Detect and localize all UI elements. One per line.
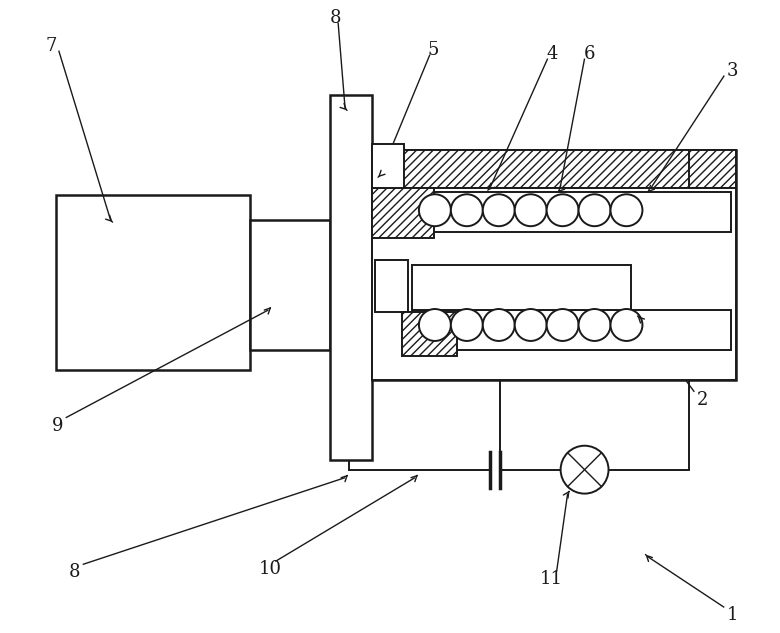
Text: 9: 9	[52, 417, 63, 435]
Text: 4: 4	[547, 44, 558, 63]
Text: 3: 3	[726, 61, 738, 80]
Text: 8: 8	[329, 9, 341, 27]
Circle shape	[483, 194, 515, 226]
Text: 5: 5	[427, 41, 438, 59]
Circle shape	[579, 309, 611, 341]
Circle shape	[547, 309, 579, 341]
Bar	[55, 195, 250, 370]
Text: 8: 8	[69, 563, 80, 582]
Bar	[372, 151, 736, 188]
Text: 2: 2	[697, 391, 708, 409]
Bar	[412, 192, 731, 232]
Text: 7: 7	[45, 37, 56, 54]
Text: 11: 11	[540, 570, 563, 589]
Circle shape	[547, 194, 579, 226]
Circle shape	[515, 194, 547, 226]
Circle shape	[483, 309, 515, 341]
Text: 10: 10	[259, 560, 282, 579]
Bar	[372, 144, 404, 188]
Circle shape	[561, 446, 608, 494]
Bar	[412, 310, 731, 350]
Text: 6: 6	[583, 44, 595, 63]
Bar	[250, 220, 330, 350]
Bar	[372, 188, 434, 238]
Text: 1: 1	[726, 606, 738, 624]
Bar	[372, 188, 736, 380]
Circle shape	[515, 309, 547, 341]
Bar	[372, 342, 736, 380]
Circle shape	[419, 194, 451, 226]
Bar	[412, 265, 632, 310]
Bar	[372, 151, 736, 380]
Circle shape	[451, 309, 483, 341]
Circle shape	[451, 194, 483, 226]
Bar	[402, 312, 457, 356]
Circle shape	[419, 309, 451, 341]
Circle shape	[611, 309, 643, 341]
Bar	[330, 96, 372, 460]
Bar	[375, 260, 408, 312]
Circle shape	[611, 194, 643, 226]
Circle shape	[579, 194, 611, 226]
